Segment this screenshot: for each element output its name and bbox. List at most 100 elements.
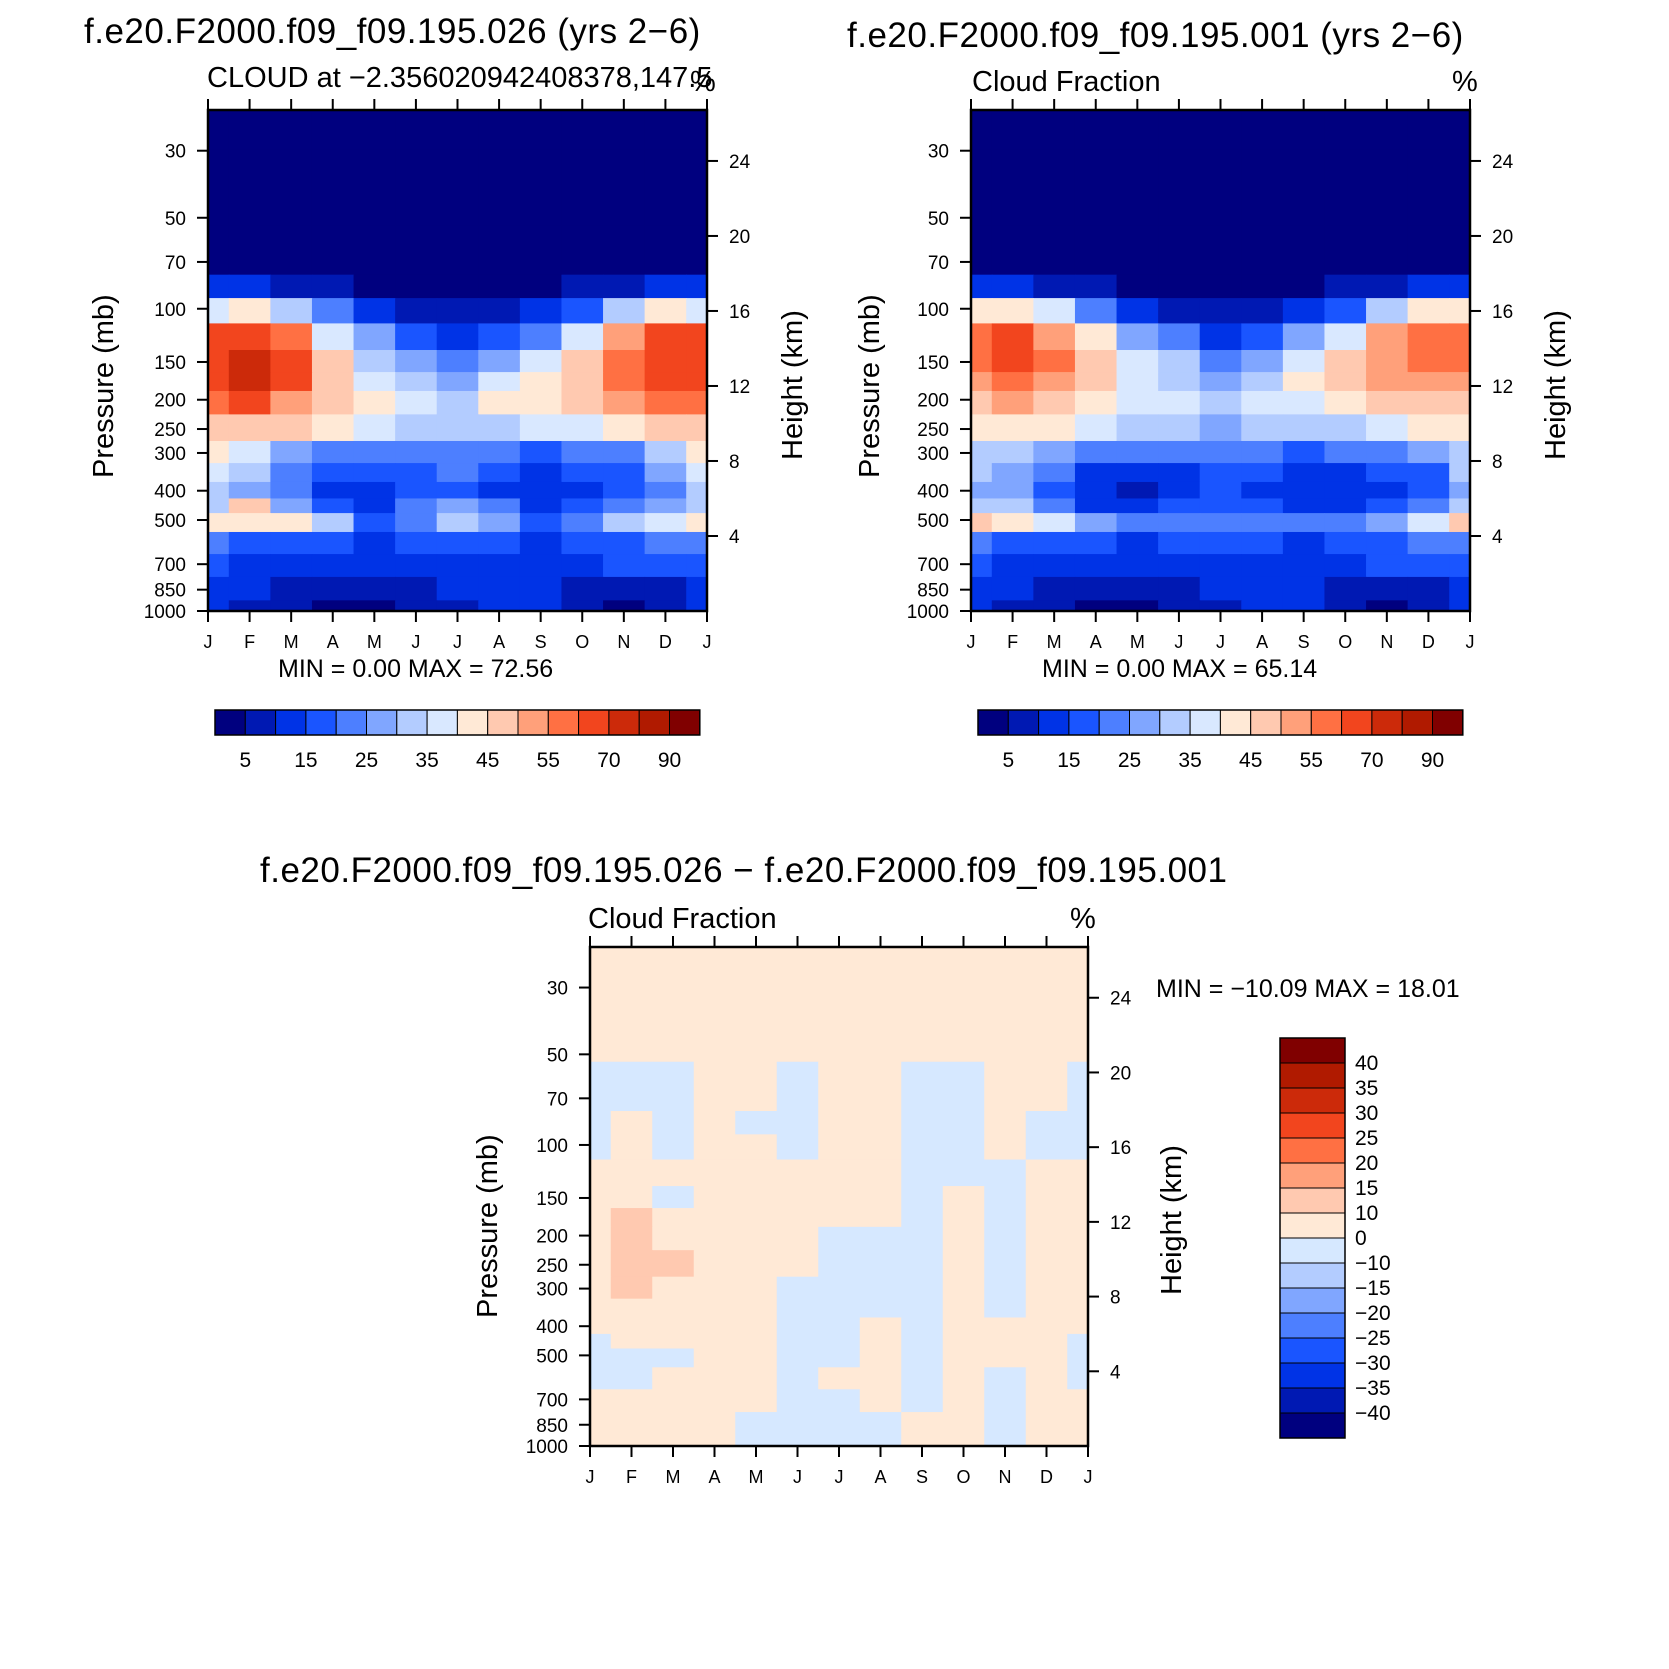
heatmap-cell [228,513,271,533]
y-tick-label: 30 [928,142,949,163]
heatmap-cell [610,1435,653,1447]
heatmap-cell [971,481,993,500]
heatmap-cell [395,554,438,578]
heatmap-cell [818,1367,861,1390]
heatmap-cell [590,1159,612,1187]
heatmap-cell [686,414,708,442]
heatmap-cell [1025,1061,1068,1112]
panel2-heatmap [971,110,1471,612]
heatmap-cell [901,1317,944,1335]
y2-tick-label: 20 [1492,227,1513,248]
heatmap-cell [901,986,944,1063]
heatmap-cell [1324,513,1367,533]
heatmap-cell [735,1367,778,1390]
heatmap-cell [1067,1412,1089,1436]
heatmap-cell [1158,513,1201,533]
heatmap-cell [818,1186,861,1209]
heatmap-cell [519,576,563,601]
heatmap-cell [1033,463,1076,483]
heatmap-cell [395,414,438,442]
heatmap-cell [1241,513,1284,533]
heatmap-cell [1324,149,1367,226]
heatmap-cell [311,298,355,324]
heatmap-cell [436,600,479,612]
panel2-colorbar-swatch [1310,709,1343,736]
heatmap-cell [901,1186,944,1209]
panel1-colorbar-swatch [426,709,458,736]
heatmap-cell [270,531,313,555]
x-tick-label: M [1130,632,1145,652]
heatmap-cell [1199,350,1242,373]
y2-tick-label: 24 [1492,152,1514,173]
heatmap-cell [971,463,993,483]
heatmap-cell [1241,481,1284,500]
x-tick-label: J [1466,632,1475,652]
heatmap-cell [652,1159,695,1187]
heatmap-cell [644,274,687,299]
panel1-colorbar-swatch [214,709,246,736]
heatmap-cell [353,323,396,351]
heatmap-cell [1324,440,1367,464]
heatmap-cell [519,274,563,299]
heatmap-cell [395,531,438,555]
heatmap-cell [686,498,708,514]
heatmap-cell [353,390,396,415]
heatmap-cell [859,1317,902,1335]
heatmap-cell [735,1111,778,1135]
heatmap-cell [311,149,355,226]
heatmap-cell [208,414,230,442]
heatmap-cell [686,149,708,226]
heatmap-cell [1116,498,1159,514]
heatmap-cell [603,576,646,601]
heatmap-cell [436,440,479,464]
heatmap-cell [270,513,313,533]
heatmap-cell [1116,576,1159,601]
heatmap-cell [776,1250,819,1278]
heatmap-cell [1282,531,1326,555]
heatmap-cell [984,1159,1027,1187]
heatmap-cell [859,1159,902,1187]
heatmap-cell [1116,274,1159,299]
heatmap-cell [686,110,708,150]
heatmap-cell [208,298,230,324]
heatmap-cell [590,947,612,987]
heatmap-cell [1067,1186,1089,1209]
heatmap-cell [1366,350,1409,373]
heatmap-cell [776,1111,819,1135]
panel1-colorbar-swatch [669,709,701,736]
heatmap-cell [1074,225,1118,276]
panel1-colorbar-swatch [275,709,307,736]
heatmap-cell [478,350,521,373]
heatmap-cell [610,1226,653,1251]
panel2-colorbar-swatch [1007,709,1040,736]
x-tick-label: J [1084,1467,1093,1487]
heatmap-cell [519,372,563,392]
heatmap-cell [693,947,736,987]
heatmap-cell [652,947,695,987]
heatmap-cell [693,1226,736,1251]
y-tick-label: 200 [154,391,186,412]
heatmap-cell [1033,298,1076,324]
y-tick-label: 250 [154,420,186,441]
panel3-colorbar-label: −15 [1355,1277,1391,1300]
x-tick-label: F [1007,632,1018,652]
y-tick-label: 70 [165,253,186,274]
heatmap-cell [311,323,355,351]
panel3-colorbar-label: 0 [1355,1227,1367,1250]
y-tick-label: 700 [536,1390,568,1411]
heatmap-cell [311,414,355,442]
panel3-colorbar-swatch [1279,1187,1346,1214]
heatmap-cell [1366,554,1409,578]
heatmap-cell [1067,1389,1089,1413]
panel3-heatmap [590,947,1089,1447]
heatmap-cell [735,947,778,987]
heatmap-cell [1366,513,1409,533]
heatmap-cell [270,463,313,483]
heatmap-cell [1025,1276,1068,1300]
heatmap-cell [208,600,230,612]
heatmap-cell [1199,149,1242,226]
heatmap-cell [1074,463,1118,483]
y-tick-label: 500 [917,511,949,532]
heatmap-cell [818,1348,861,1368]
heatmap-cell [519,149,563,226]
